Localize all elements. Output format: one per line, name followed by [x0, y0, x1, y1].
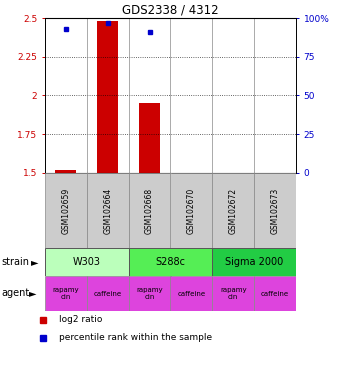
Text: percentile rank within the sample: percentile rank within the sample: [59, 333, 212, 343]
Bar: [45, 276, 87, 311]
Bar: [212, 276, 254, 311]
Bar: [97, 21, 118, 173]
Bar: [45, 173, 87, 248]
Text: strain: strain: [2, 257, 30, 267]
Bar: [254, 173, 296, 248]
Bar: [87, 173, 129, 248]
Text: caffeine: caffeine: [94, 291, 122, 296]
Text: ►: ►: [31, 257, 38, 267]
Text: W303: W303: [73, 257, 101, 267]
Text: rapamy
cin: rapamy cin: [53, 287, 79, 300]
Text: S288c: S288c: [155, 257, 186, 267]
Bar: [56, 170, 76, 173]
Text: rapamy
cin: rapamy cin: [136, 287, 163, 300]
Text: GSM102664: GSM102664: [103, 187, 112, 233]
Text: ►: ►: [29, 288, 36, 298]
Text: Sigma 2000: Sigma 2000: [225, 257, 283, 267]
Bar: [129, 276, 170, 311]
Title: GDS2338 / 4312: GDS2338 / 4312: [122, 4, 219, 17]
Bar: [170, 276, 212, 311]
Text: agent: agent: [2, 288, 30, 298]
Bar: [254, 276, 296, 311]
Text: GSM102668: GSM102668: [145, 187, 154, 233]
Bar: [139, 103, 160, 173]
Bar: [212, 248, 296, 276]
Bar: [129, 173, 170, 248]
Text: GSM102673: GSM102673: [270, 187, 280, 233]
Bar: [87, 276, 129, 311]
Text: caffeine: caffeine: [177, 291, 206, 296]
Text: GSM102672: GSM102672: [229, 187, 238, 233]
Text: rapamy
cin: rapamy cin: [220, 287, 247, 300]
Text: caffeine: caffeine: [261, 291, 289, 296]
Text: GSM102670: GSM102670: [187, 187, 196, 233]
Text: GSM102659: GSM102659: [61, 187, 71, 233]
Bar: [212, 173, 254, 248]
Bar: [129, 248, 212, 276]
Text: log2 ratio: log2 ratio: [59, 316, 102, 324]
Bar: [170, 173, 212, 248]
Bar: [45, 248, 129, 276]
